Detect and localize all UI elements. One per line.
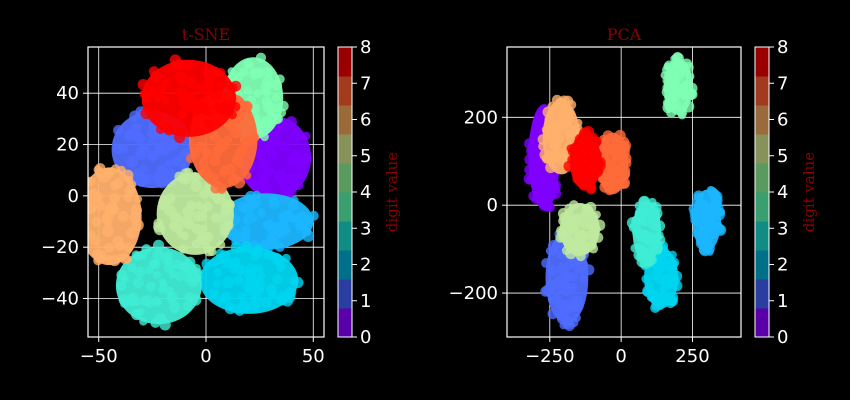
tsne-xtick-label: −50 [80,346,118,367]
tsne-colorbar-segment [338,163,352,193]
tsne-colorbar-tick-label: 8 [360,37,371,58]
pca-xtick-label: 250 [675,346,709,367]
tsne-colorbar-segment [338,47,352,77]
tsne-cluster-4 [115,239,203,331]
tsne-colorbar-tick-label: 7 [360,73,371,94]
pca-cluster-1 [540,229,595,332]
tsne-xtick-label: 0 [200,346,211,367]
pca-colorbar-segment [755,47,769,77]
tsne-colorbar-tick-label: 3 [360,218,371,239]
pca-ytick-label: −200 [449,283,498,304]
pca-colorbar-tick-label: 6 [777,110,788,131]
tsne-colorbar-segment [338,76,352,106]
tsne-colorbar-segment [338,308,352,338]
tsne-colorbar-segment [338,250,352,280]
pca-panel: −250 0 250 −200 0 200 PCA 0 1 2 3 4 5 6 7 8 digit value [449,25,818,367]
pca-cluster-5 [660,51,698,120]
pca-colorbar-segment [755,163,769,193]
tsne-cluster-3 [191,241,304,316]
pca-cluster-2 [688,185,727,257]
tsne-cluster-6 [153,167,235,257]
pca-colorbar-segment [755,221,769,251]
tsne-panel: −50 0 50 −40 −20 0 20 40 t-SNE 0 1 2 3 4 5 6 7 8 digit val… [41,25,401,367]
tsne-xtick-label: 50 [302,346,325,367]
tsne-colorbar-segment [338,105,352,135]
pca-title: PCA [607,25,642,44]
pca-colorbar-label: digit value [800,152,818,232]
pca-colorbar-tick-label: 3 [777,218,788,239]
tsne-colorbar-tick-label: 5 [360,146,371,167]
pca-ytick-label: 200 [464,107,498,128]
pca-cluster-6 [555,200,606,262]
tsne-ytick-label: 0 [68,186,79,207]
pca-colorbar-tick-label: 8 [777,37,788,58]
pca-xtick-label: 0 [615,346,626,367]
pca-cluster-7 [537,94,583,175]
pca-colorbar-segment [755,192,769,222]
tsne-colorbar-segment [338,279,352,309]
pca-colorbar-segment [755,250,769,280]
tsne-colorbar-segment [338,192,352,222]
tsne-colorbar-segment [338,221,352,251]
tsne-colorbar-label: digit value [383,152,401,232]
pca-colorbar-segment [755,76,769,106]
tsne-colorbar-tick-label: 6 [360,110,371,131]
tsne-cluster-7 [88,163,144,267]
tsne-colorbar-tick-label: 1 [360,291,371,312]
tsne-ytick-label: −20 [41,237,79,258]
tsne-ytick-label: 20 [56,135,79,156]
pca-colorbar-tick-label: 4 [777,182,788,203]
pca-colorbar-segment [755,134,769,164]
pca-axes-frame [506,46,742,338]
pca-colorbar-segment [755,105,769,135]
pca-colorbar-tick-label: 1 [777,291,788,312]
pca-cluster-9 [563,126,606,195]
pca-colorbar-segment [755,308,769,338]
pca-ytick-label: 0 [487,195,498,216]
tsne-colorbar-tick-label: 4 [360,182,371,203]
pca-xtick-label: −250 [525,346,574,367]
tsne-colorbar-segment [338,134,352,164]
pca-colorbar-tick-label: 7 [777,73,788,94]
pca-colorbar-tick-label: 2 [777,255,788,276]
pca-colorbar-tick-label: 0 [777,327,788,348]
tsne-cluster-2 [214,190,319,255]
tsne-cluster-9 [137,54,242,144]
tsne-title: t-SNE [182,25,230,44]
pca-cluster-4 [626,195,666,269]
tsne-ytick-label: 40 [56,83,79,104]
pca-colorbar-segment [755,279,769,309]
tsne-colorbar-tick-label: 2 [360,255,371,276]
pca-colorbar-tick-label: 5 [777,146,788,167]
tsne-ytick-label: −40 [41,289,79,310]
tsne-colorbar-tick-label: 0 [360,327,371,348]
